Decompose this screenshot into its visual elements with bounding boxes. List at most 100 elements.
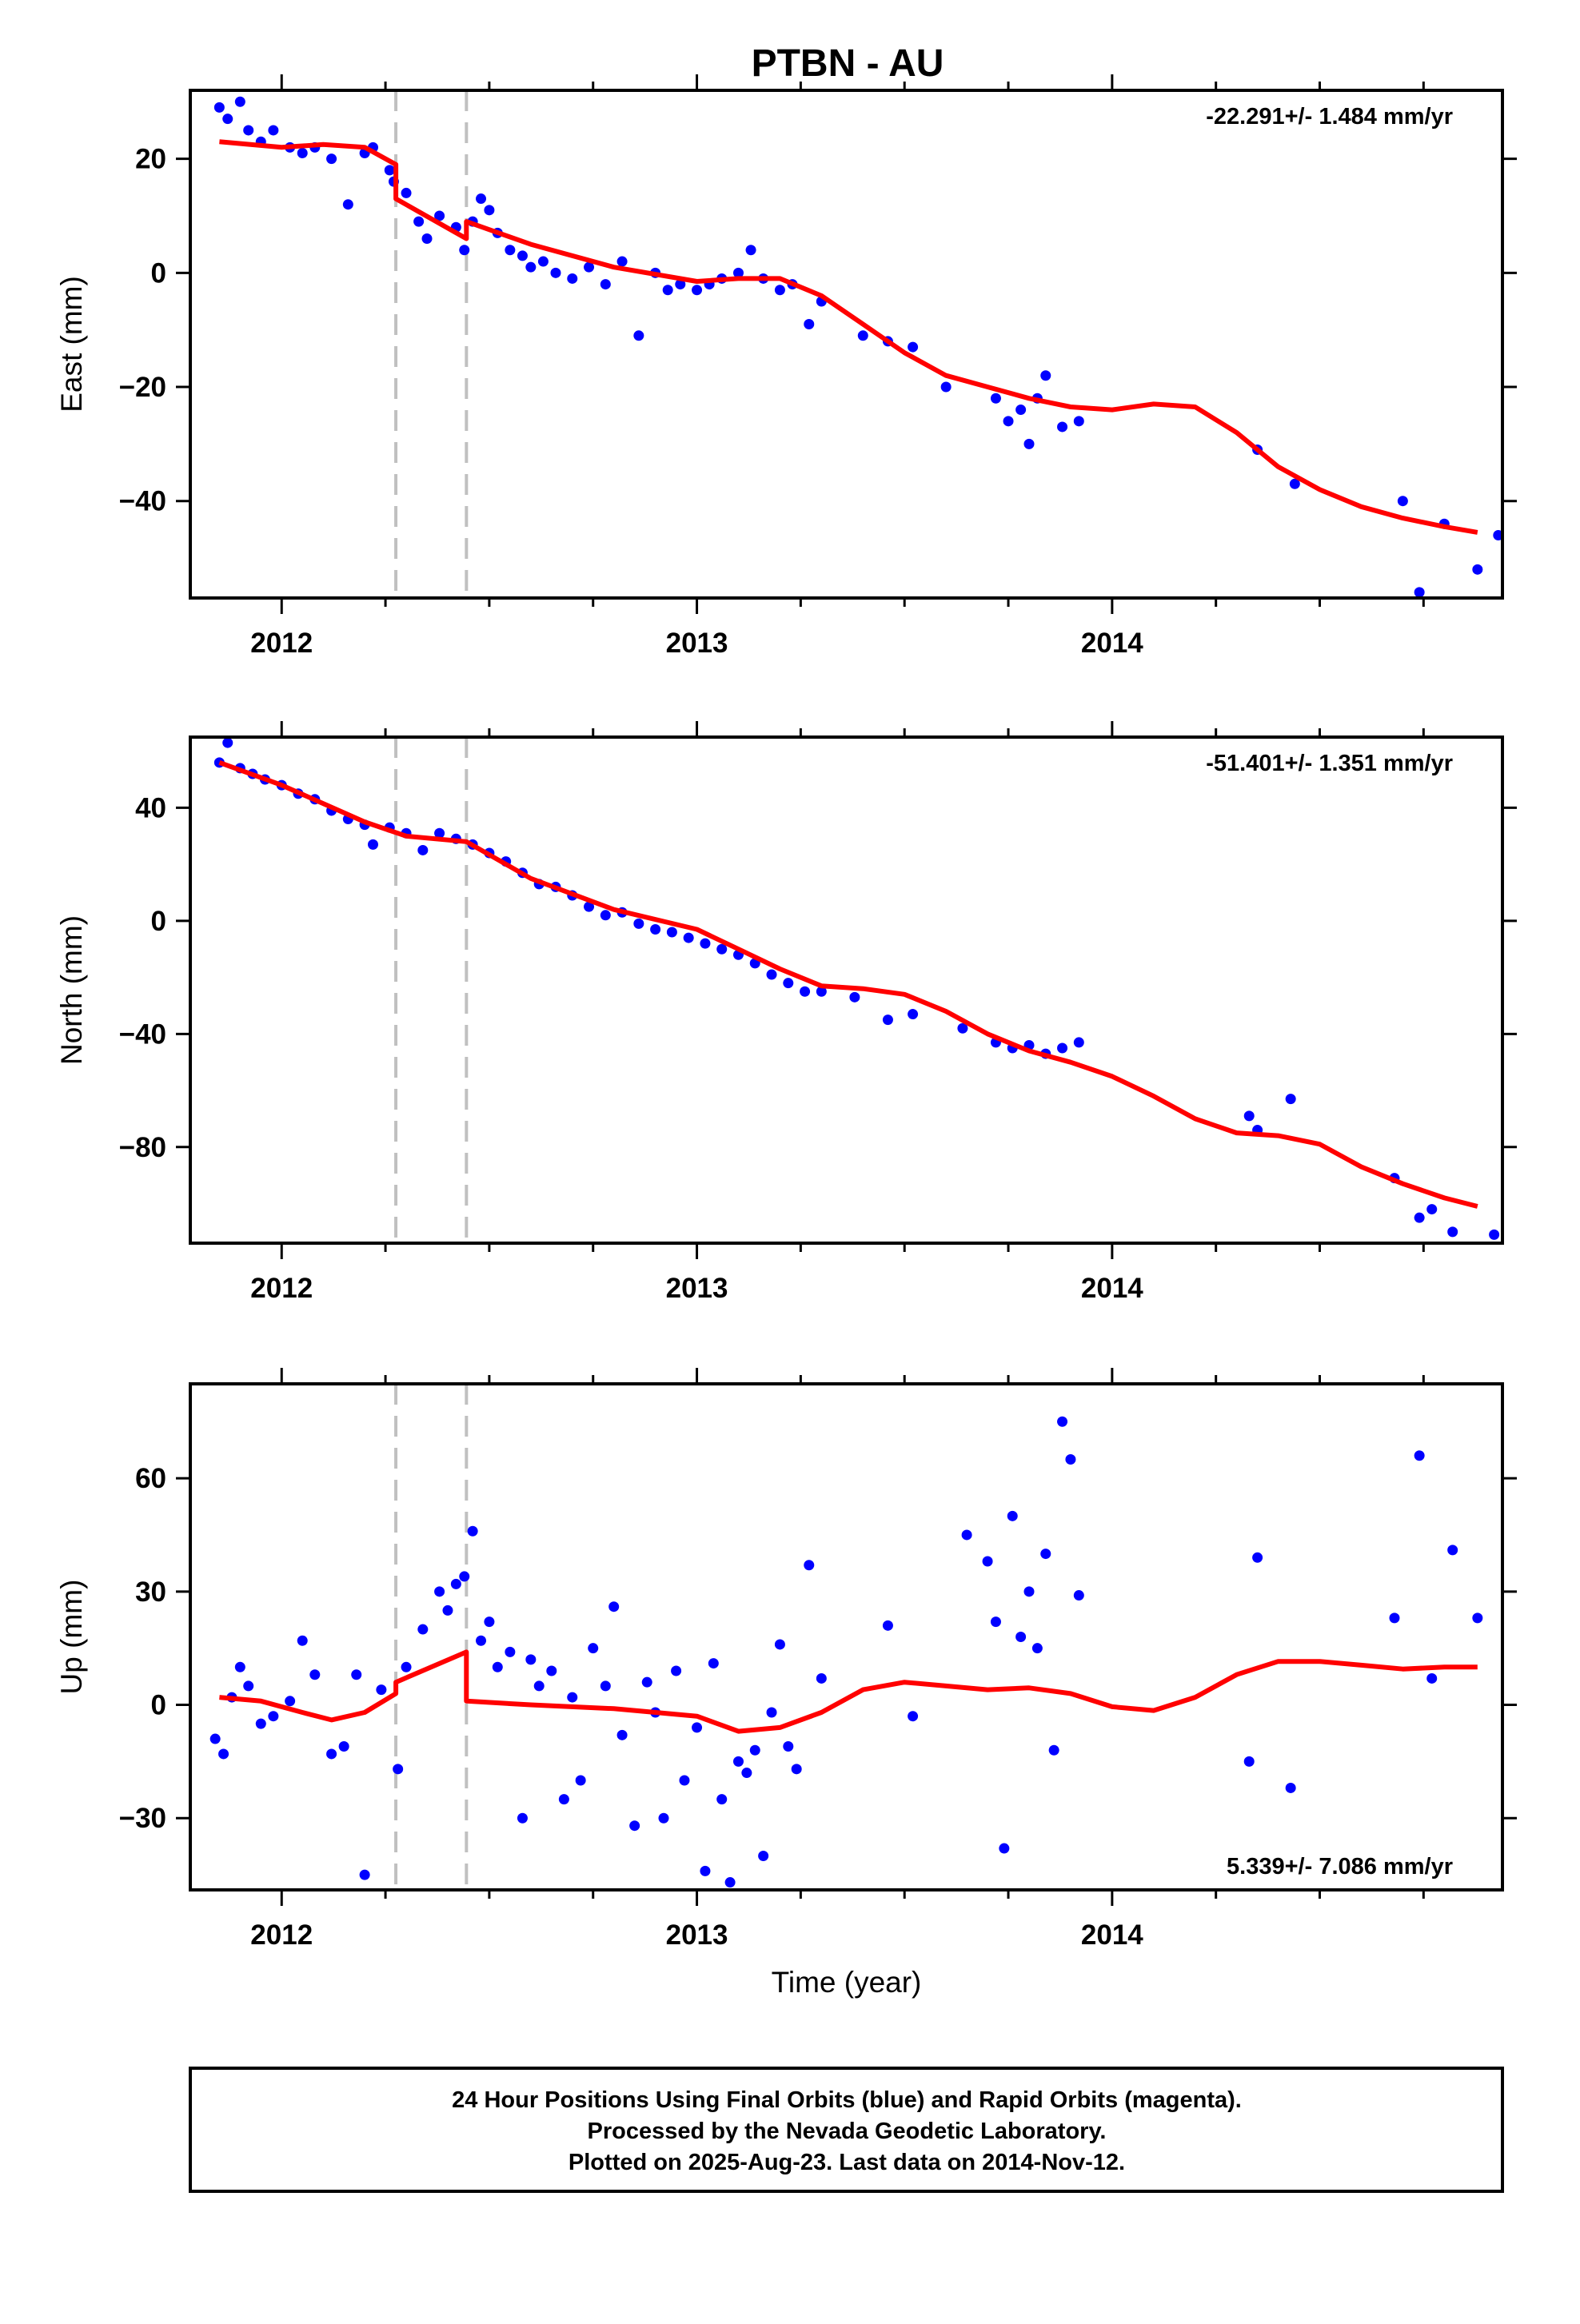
north-model-line — [218, 759, 1478, 1209]
up-data-point — [732, 1756, 744, 1767]
up-data-point — [766, 1707, 777, 1718]
east-data-point — [1493, 530, 1502, 541]
up-data-point — [1252, 1552, 1263, 1563]
east-data-point — [517, 250, 528, 261]
up-data-point — [1389, 1612, 1400, 1624]
north-data-point — [908, 1009, 919, 1020]
up-data-point — [716, 1794, 728, 1805]
up-data-point — [243, 1680, 254, 1692]
up-data-point — [533, 1680, 545, 1692]
up-data-point — [741, 1768, 752, 1779]
up-data-point — [218, 1748, 229, 1760]
up-data-point — [658, 1812, 669, 1824]
up-data-point — [1040, 1549, 1051, 1560]
up-data-point — [982, 1556, 993, 1567]
up-model-line — [219, 1649, 1478, 1734]
up-data-point — [255, 1718, 266, 1729]
up-panel: 2012 2013 2014 −30 0 30 60 Up (mm) 5.339+/- 7.08… — [55, 1368, 1517, 1999]
north-data-point — [417, 844, 429, 855]
east-data-point — [268, 125, 279, 136]
north-data-point — [1426, 1204, 1438, 1215]
up-data-point — [1285, 1782, 1296, 1793]
east-data-point — [1023, 438, 1035, 449]
north-data-point — [882, 1015, 893, 1026]
up-data-point — [671, 1665, 682, 1676]
up-data-point — [476, 1635, 487, 1646]
east-data-point — [1015, 405, 1027, 416]
up-data-point — [882, 1620, 893, 1631]
north-data-point — [1447, 1226, 1458, 1238]
east-data-point — [675, 279, 686, 290]
east-data-point — [745, 245, 756, 256]
east-data-point — [1057, 421, 1068, 433]
east-data-point — [222, 114, 233, 125]
north-y-tick-label: −40 — [119, 1018, 166, 1050]
up-data-point — [816, 1672, 827, 1684]
north-data-point — [666, 927, 677, 938]
up-data-point — [783, 1740, 794, 1752]
east-data-point — [662, 285, 673, 296]
up-data-point — [588, 1643, 599, 1654]
up-data-point — [1031, 1643, 1043, 1654]
footer-line-1: 24 Hour Positions Using Final Orbits (bl… — [452, 2087, 1242, 2113]
east-data-point — [567, 273, 578, 284]
east-data-point — [908, 341, 919, 353]
up-data-point — [459, 1571, 470, 1582]
up-data-point — [774, 1639, 785, 1650]
up-data-point — [600, 1680, 611, 1692]
north-y-tick-label: 40 — [135, 792, 166, 823]
north-rate-label: -51.401+/- 1.351 mm/yr — [1206, 751, 1453, 776]
north-data-point — [800, 986, 811, 997]
north-x-tick-label: 2013 — [666, 1273, 728, 1304]
north-x-tick-label: 2012 — [250, 1273, 313, 1304]
east-data-point — [990, 393, 1001, 404]
up-data-point — [758, 1850, 769, 1861]
up-data-point — [575, 1775, 586, 1786]
east-data-point — [434, 210, 445, 221]
north-data-point — [766, 969, 777, 980]
up-data-point — [505, 1646, 516, 1657]
up-data-point — [692, 1722, 703, 1733]
east-data-point — [234, 96, 245, 107]
up-x-tick-label: 2013 — [666, 1919, 728, 1951]
up-data-point — [700, 1865, 711, 1876]
up-data-point — [1426, 1672, 1438, 1684]
footer-box: 24 Hour Positions Using Final Orbits (bl… — [189, 2067, 1504, 2193]
north-panel: 2012 2013 2014 −80 −40 0 40 North (mm) -51.401+/… — [55, 721, 1517, 1304]
up-y-tick-label: 30 — [135, 1577, 166, 1608]
east-data-point — [1289, 478, 1300, 489]
north-data-point — [1057, 1042, 1068, 1054]
up-data-point — [351, 1669, 362, 1680]
east-data-point — [505, 245, 516, 256]
up-data-point — [546, 1665, 557, 1676]
east-frame — [189, 89, 1504, 600]
up-data-point — [616, 1729, 628, 1740]
east-rate-label: -22.291+/- 1.484 mm/yr — [1206, 104, 1453, 130]
up-data-point — [417, 1624, 429, 1635]
up-data-point — [558, 1794, 569, 1805]
up-data-point — [450, 1578, 461, 1589]
up-data-point — [209, 1733, 221, 1744]
up-data-point — [1447, 1545, 1458, 1556]
north-data-point — [700, 938, 711, 949]
north-y-tick-label: 0 — [151, 906, 166, 937]
north-data-point — [434, 827, 445, 839]
up-data-point — [393, 1764, 404, 1775]
up-data-point — [990, 1616, 1001, 1628]
east-x-tick-label: 2012 — [250, 628, 313, 659]
up-x-tick-label: 2014 — [1081, 1919, 1143, 1951]
east-data-point — [421, 233, 433, 245]
north-data-point — [600, 910, 611, 921]
east-y-tick-label: −40 — [119, 486, 166, 517]
east-panel: 2012 2013 2014 −40 −20 0 20 East (mm) -22.291+/-… — [55, 74, 1517, 659]
up-data-point — [285, 1696, 296, 1707]
up-data-point — [234, 1661, 245, 1672]
up-points — [209, 1416, 1483, 1888]
footer-line-2: Processed by the Nevada Geodetic Laborat… — [588, 2119, 1107, 2144]
up-data-point — [999, 1843, 1010, 1854]
up-data-point — [961, 1529, 972, 1541]
east-data-point — [213, 102, 225, 113]
east-data-point — [1397, 496, 1408, 507]
